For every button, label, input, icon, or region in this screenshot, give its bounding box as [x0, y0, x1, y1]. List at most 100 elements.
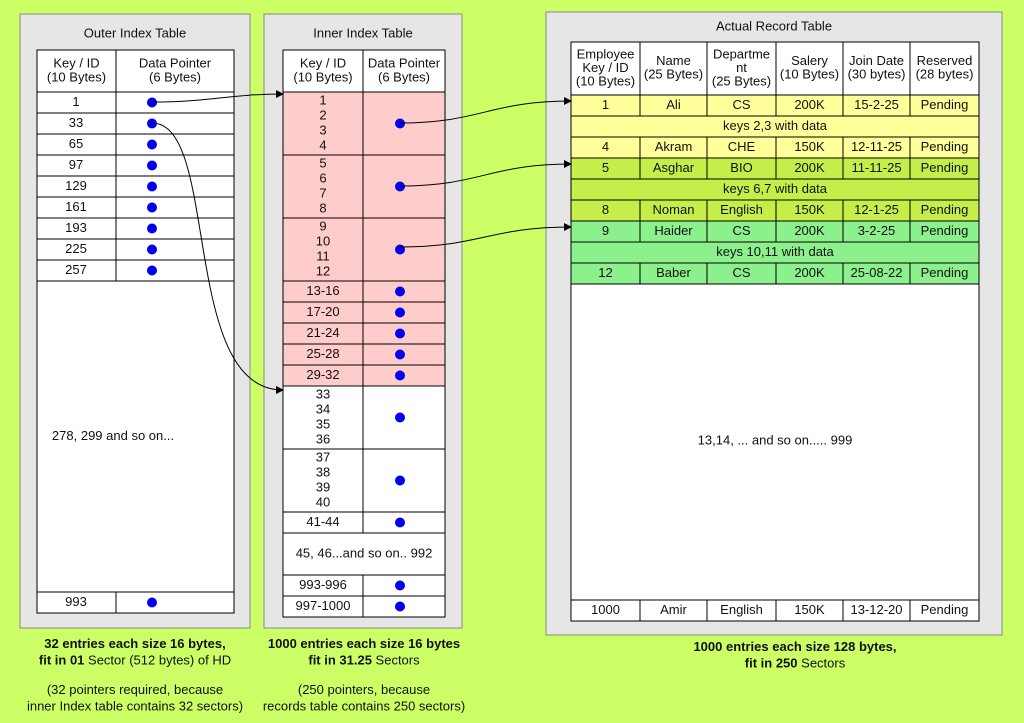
header-text: Name — [656, 53, 691, 68]
record-cell: Pending — [921, 139, 969, 154]
footer-text: 32 entries each size 16 bytes, — [44, 636, 225, 651]
record-cell: 150K — [794, 139, 825, 154]
key: 997-1000 — [296, 598, 351, 613]
arrows — [151, 90, 572, 394]
key: 10 — [316, 233, 330, 248]
arrow — [151, 122, 284, 394]
key: 12 — [316, 263, 330, 278]
table-title: Outer Index Table — [84, 25, 186, 40]
footer-segment: Sectors — [798, 656, 846, 671]
key: 17-20 — [306, 304, 339, 319]
key: 1 — [319, 92, 326, 107]
record-cell: Ali — [666, 97, 681, 112]
key: 257 — [65, 262, 87, 277]
header-text: (28 bytes) — [916, 67, 974, 82]
key: 25-28 — [306, 346, 339, 361]
key: 161 — [65, 199, 87, 214]
cell — [282, 49, 364, 93]
key: 40 — [316, 494, 330, 509]
footer-segment: 1000 entries each size 128 bytes, — [693, 639, 896, 654]
footer-text: fit in 31.25 Sectors — [308, 653, 420, 668]
record-cell: CHE — [728, 139, 756, 154]
pointer-dot — [147, 181, 157, 192]
record-cell: 13-12-20 — [850, 602, 902, 617]
key: 193 — [65, 220, 87, 235]
cell — [115, 196, 235, 219]
header-text: (25 Bytes) — [644, 67, 703, 82]
pointer-dot — [395, 475, 405, 486]
key: 29-32 — [306, 367, 339, 382]
key: 65 — [69, 136, 83, 151]
header-text: (10 Bytes) — [47, 69, 106, 84]
pointer-dot — [395, 370, 405, 381]
pointer-dot — [147, 223, 157, 234]
record-cell: 150K — [794, 602, 825, 617]
key: 7 — [319, 185, 326, 200]
key: 5 — [319, 155, 326, 170]
header-text: (6 Bytes) — [378, 69, 430, 84]
record-cell: 1 — [602, 97, 609, 112]
header-text: Data Pointer — [139, 55, 212, 70]
key: 36 — [316, 431, 330, 446]
gap-text: 45, 46...and so on.. 992 — [296, 545, 433, 560]
footer-segment: fit in 01 — [39, 653, 85, 668]
gap-text: 13,14, ... and so on..... 999 — [698, 432, 853, 447]
cell — [115, 217, 235, 240]
key: 2 — [319, 107, 326, 122]
cell — [115, 591, 235, 614]
header-text: Reserved — [917, 53, 973, 68]
arrow — [399, 160, 572, 187]
record-cell: 150K — [794, 202, 825, 217]
header-text: nt — [736, 60, 747, 75]
cell — [282, 448, 364, 513]
footer-text: fit in 01 Sector (512 bytes) of HD — [39, 653, 231, 668]
record-cell: 4 — [602, 139, 609, 154]
record-cell: Pending — [921, 202, 969, 217]
footer-text: 1000 entries each size 128 bytes, — [693, 639, 896, 654]
footer-text: fit in 250 Sectors — [745, 656, 846, 671]
record-cell: 12-1-25 — [854, 202, 899, 217]
cell — [909, 41, 980, 96]
record-cell: 9 — [602, 223, 609, 238]
record-cell: 200K — [794, 223, 825, 238]
header-text: Employee — [577, 46, 635, 61]
key: 4 — [319, 137, 326, 152]
pointer-dot — [147, 265, 157, 276]
pointer-dot — [395, 307, 405, 318]
header-text: Key / ID — [582, 60, 628, 75]
key: 34 — [316, 401, 330, 416]
pointer-dot — [395, 286, 405, 297]
record-cell: 12 — [598, 265, 612, 280]
key: 993 — [65, 594, 87, 609]
key: 1 — [72, 94, 79, 109]
cell — [282, 217, 364, 282]
header-text: Salery — [791, 53, 828, 68]
key: 8 — [319, 200, 326, 215]
cell — [115, 238, 235, 261]
cell — [775, 41, 844, 96]
footer-segment: Sector (512 bytes) of HD — [84, 653, 231, 668]
record-cell: Baber — [656, 265, 691, 280]
record-cell: 8 — [602, 202, 609, 217]
table-title: Actual Record Table — [716, 18, 832, 33]
record-cell: 200K — [794, 265, 825, 280]
record-cell: Asghar — [653, 160, 695, 175]
header-text: Key / ID — [300, 55, 346, 70]
record-cell: 3-2-25 — [858, 223, 896, 238]
pointer-dot — [147, 202, 157, 213]
pointer-dot — [395, 244, 405, 255]
header-text: (25 Bytes) — [712, 73, 771, 88]
footer-segment: (250 pointers, because — [298, 682, 430, 697]
footer-segment: inner Index table contains 32 sectors) — [27, 699, 243, 714]
pointer-dot — [395, 349, 405, 360]
footer-segment: (32 pointers required, because — [47, 682, 223, 697]
footer-text: (32 pointers required, because — [47, 682, 223, 697]
key: 39 — [316, 479, 330, 494]
header-text: Departme — [713, 46, 770, 61]
key: 33 — [316, 386, 330, 401]
header-text: (10 Bytes) — [576, 73, 635, 88]
key: 33 — [69, 115, 83, 130]
arrow — [151, 90, 284, 103]
record-cell: 11-11-25 — [851, 160, 901, 175]
cell — [570, 283, 980, 601]
